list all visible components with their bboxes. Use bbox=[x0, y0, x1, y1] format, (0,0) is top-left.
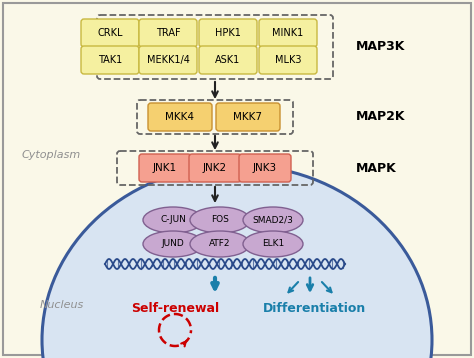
Text: ATF2: ATF2 bbox=[209, 240, 231, 248]
FancyBboxPatch shape bbox=[81, 19, 139, 47]
FancyBboxPatch shape bbox=[139, 46, 197, 74]
Text: ELK1: ELK1 bbox=[262, 240, 284, 248]
Text: SMAD2/3: SMAD2/3 bbox=[253, 216, 293, 224]
Text: TRAF: TRAF bbox=[155, 28, 180, 38]
Text: MKK7: MKK7 bbox=[234, 112, 263, 122]
Text: Nucleus: Nucleus bbox=[40, 300, 84, 310]
FancyBboxPatch shape bbox=[199, 46, 257, 74]
Text: JNK1: JNK1 bbox=[153, 163, 177, 173]
Text: CRKL: CRKL bbox=[97, 28, 123, 38]
Ellipse shape bbox=[143, 207, 203, 233]
FancyBboxPatch shape bbox=[148, 103, 212, 131]
Ellipse shape bbox=[243, 231, 303, 257]
Text: Self-renewal: Self-renewal bbox=[131, 301, 219, 314]
Text: JNK2: JNK2 bbox=[203, 163, 227, 173]
Text: MEKK1/4: MEKK1/4 bbox=[146, 55, 190, 65]
Ellipse shape bbox=[143, 231, 203, 257]
FancyBboxPatch shape bbox=[259, 19, 317, 47]
Text: MLK3: MLK3 bbox=[275, 55, 301, 65]
Text: ASK1: ASK1 bbox=[215, 55, 241, 65]
Text: FOS: FOS bbox=[211, 216, 229, 224]
FancyBboxPatch shape bbox=[216, 103, 280, 131]
Ellipse shape bbox=[243, 207, 303, 233]
Text: MAP2K: MAP2K bbox=[356, 111, 405, 124]
FancyBboxPatch shape bbox=[139, 154, 191, 182]
Text: JNK3: JNK3 bbox=[253, 163, 277, 173]
FancyBboxPatch shape bbox=[259, 46, 317, 74]
Text: JUND: JUND bbox=[162, 240, 184, 248]
Text: C-JUN: C-JUN bbox=[160, 216, 186, 224]
Text: TAK1: TAK1 bbox=[98, 55, 122, 65]
FancyBboxPatch shape bbox=[81, 46, 139, 74]
Text: HPK1: HPK1 bbox=[215, 28, 241, 38]
Text: Differentiation: Differentiation bbox=[264, 301, 366, 314]
FancyBboxPatch shape bbox=[3, 3, 471, 355]
FancyBboxPatch shape bbox=[139, 19, 197, 47]
Text: MKK4: MKK4 bbox=[165, 112, 194, 122]
Ellipse shape bbox=[190, 207, 250, 233]
Text: MAPK: MAPK bbox=[356, 161, 397, 174]
Ellipse shape bbox=[42, 165, 432, 358]
FancyBboxPatch shape bbox=[189, 154, 241, 182]
FancyBboxPatch shape bbox=[239, 154, 291, 182]
Text: MINK1: MINK1 bbox=[273, 28, 304, 38]
Ellipse shape bbox=[190, 231, 250, 257]
FancyBboxPatch shape bbox=[199, 19, 257, 47]
Text: MAP3K: MAP3K bbox=[356, 40, 405, 53]
Text: Cytoplasm: Cytoplasm bbox=[22, 150, 81, 160]
